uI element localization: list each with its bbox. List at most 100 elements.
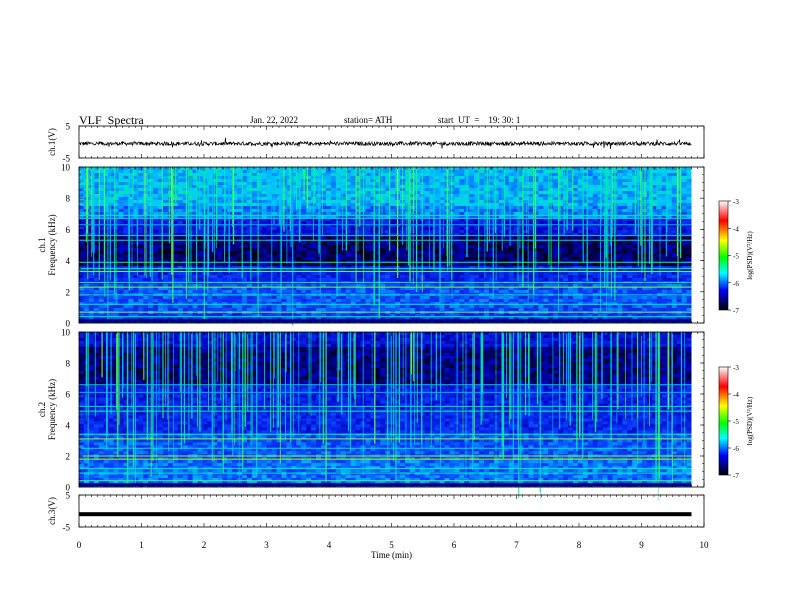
ch1-spectrogram-cell [385,269,391,273]
ch1-spectrogram-cell [340,185,347,189]
ch1-spectrogram-cell [197,263,203,267]
ch1-spectrogram-cell [207,206,213,210]
ch1-spectrogram-cell [637,218,643,222]
ch1-spectrogram-cell [681,182,687,186]
ch1-spectrogram-cell [405,278,411,282]
ch1-spectrogram-cell [454,263,460,267]
ch1-spectrogram-cell [325,269,332,273]
ch1-spectrogram-cell [138,266,144,270]
ch1-spectrogram-cell [543,278,549,282]
ch1-spectrogram-cell [553,176,559,180]
ch1-spectrogram-cell [207,188,213,192]
ch1-spectrogram-cell [469,230,475,234]
ch1-spectrogram-cell [167,224,174,228]
ch1-spectrogram-cell [296,236,302,240]
ch1-spectrogram-cell [479,257,485,261]
ch1-spectrogram-cell [167,176,174,180]
ch1-spectrogram-cell [192,176,198,180]
ch1-spectrogram-cell [276,254,282,258]
ch1-spectrogram-cell [390,209,396,213]
ch1-spectrogram-cell [98,224,105,228]
ch1-spectrogram-cell [123,272,129,276]
ch1-spectrogram-cell [232,185,238,189]
ch1-spectrogram-cell [671,218,678,222]
ch1-spectrogram-cell [108,218,114,222]
ch1-spectrogram-cell [350,194,357,198]
ch1-spectrogram-cell [474,245,480,249]
ch1-spectrogram-cell [424,245,431,249]
ch1-spectrogram-cell [256,215,263,219]
ch1-spectrogram-cell [656,203,663,207]
ch1-spectrogram-cell [350,206,357,210]
ch1-spectrogram-cell [676,227,683,231]
ch1-spectrogram-cell [335,173,342,177]
ch1-spectrogram-cell [276,272,282,276]
ch1-spectrogram-cell [355,278,361,282]
ch1-spectrogram-cell [488,227,495,231]
ch1-spectrogram-cell [118,221,124,225]
ch1-spectrogram-cell [518,212,524,216]
ch1-spectrogram-cell [123,203,129,207]
ch1-spectrogram-cell [242,269,248,273]
ch1-spectrogram-cell [172,203,179,207]
ch1-spectrogram-cell [651,236,658,240]
ch1-spectrogram-cell [617,278,623,282]
ch1-spectrogram-cell [563,182,569,186]
ch1-spectrogram-cell [360,215,366,219]
ch1-spectrogram-cell [518,230,524,234]
ch1-spectrogram-cell [617,266,623,270]
ch1-spectrogram-cell [222,263,228,267]
ch1-spectrogram-cell [632,278,638,282]
ch1-spectrogram-cell [651,242,658,246]
ch1-spectrogram-cell [647,275,653,279]
ch1-spectrogram-cell [232,233,238,237]
ch1-waveform-panel: 5-5ch.1(V) [47,122,705,164]
ch1-spectrogram-cell [380,188,386,192]
ch1-spectrogram-cell [128,203,134,207]
ch1-spectrogram-cell [488,269,495,273]
ch1-spectrogram-cell [237,272,243,276]
ch1-spectrogram-cell [182,275,189,279]
ch1-spectrogram-cell [464,269,470,273]
ch1-spectrogram-cell [360,272,366,276]
ch1-spectrogram-cell [592,203,599,207]
ch1-spectrogram-cell [563,218,569,222]
ch1-spectrogram-cell [488,224,495,228]
ch1-spectrogram-cell [474,248,480,252]
ch1-spectrogram-cell [98,194,105,198]
ch1-spectrogram-cell [666,227,673,231]
ch1-spectrogram-cell [493,176,500,180]
ch1-spectrogram-cell [553,254,559,258]
ch1-spectrogram-cell [518,233,524,237]
ch1-spectrogram-cell [493,242,500,246]
ch1-spectrogram-cell [237,221,243,225]
ch1-spectrogram-cell [128,170,134,174]
ch1-spectrogram-cell [138,227,144,231]
ch1-spectrogram-cell [83,275,90,279]
ch1-spectrogram-cell [153,233,159,237]
ch1-spectrogram-cell [207,224,213,228]
ch1-spectrogram-cell [676,278,683,282]
ch1-spectrogram-cell [523,266,529,270]
ch1-spectrogram-cell [681,251,687,255]
ch1-spectrogram-cell [513,263,520,267]
ch1-spectrogram-cell [385,218,391,222]
ch1-spectrogram-cell [237,185,243,189]
ch1-spectrogram-cell [232,203,238,207]
ch1-spectrogram-cell [232,200,238,204]
ch1-spectrogram-cell [217,266,223,270]
ch1-spectrogram-cell [162,170,169,174]
ch1-spectrogram-cell [128,188,134,192]
ch1-spectrogram-cell [661,266,668,270]
ch1-spectrogram-cell [172,212,179,216]
ch1-spectrogram-cell [488,230,495,234]
ch1-spectrogram-cell [474,233,480,237]
ch1-spectrogram-cell [237,179,243,183]
ch1-spectrogram-cell [637,275,643,279]
ch1-spectrogram-cell [365,269,371,273]
ch1-spectrogram-cell [167,185,174,189]
ch1-spectrogram-cell [568,167,574,171]
ch1-spectrogram-cell [498,275,505,279]
ch1-spectrogram-cell [498,227,505,231]
ch1-spectrogram-cell [513,269,520,273]
